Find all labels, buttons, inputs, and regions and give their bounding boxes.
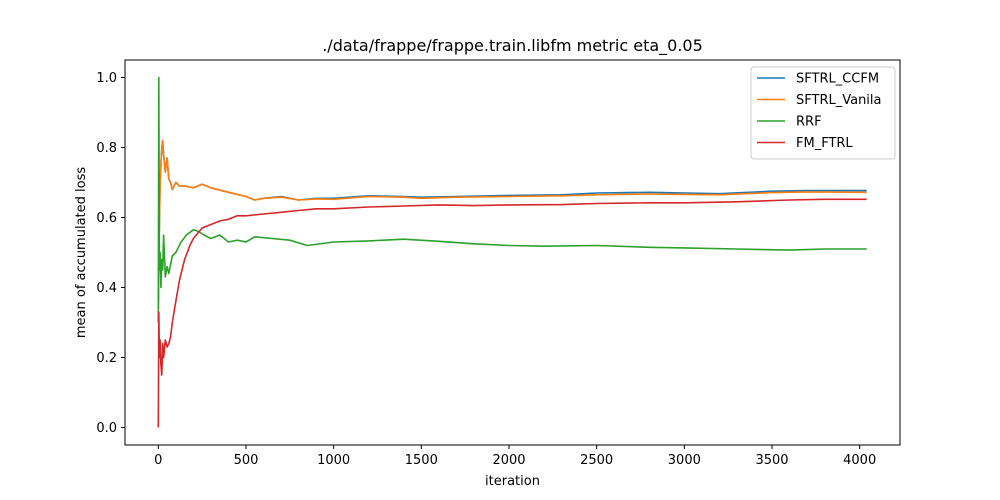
plot-area	[157, 76, 867, 428]
x-tick-label: 3000	[668, 453, 701, 468]
y-axis: 0.0 0.2 0.4 0.6 0.8 1.0	[96, 71, 125, 436]
x-axis: 0 500 1000 1500 2000 2500 3000 3500 4000	[154, 445, 876, 468]
x-axis-label: iteration	[485, 474, 540, 489]
x-tick-label: 500	[234, 453, 259, 468]
x-tick-label: 2500	[580, 453, 613, 468]
legend-box	[750, 66, 896, 160]
series-line-rrf	[157, 76, 867, 323]
legend: SFTRL_CCFM SFTRL_Vanila RRF FM_FTRL	[750, 66, 896, 160]
y-axis-label: mean of accumulated loss	[74, 167, 89, 338]
y-tick-label: 1.0	[96, 71, 117, 86]
x-tick-label: 2000	[492, 453, 525, 468]
legend-entry: FM_FTRL	[796, 136, 853, 151]
x-tick-label: 1500	[405, 453, 438, 468]
chart-title: ./data/frappe/frappe.train.libfm metric …	[322, 36, 703, 56]
legend-entry: SFTRL_CCFM	[796, 72, 879, 87]
x-tick-label: 3500	[755, 453, 788, 468]
series-line-sftrl-vanila	[157, 139, 867, 309]
legend-entry: RRF	[796, 115, 822, 130]
x-tick-label: 0	[154, 453, 162, 468]
x-tick-label: 1000	[317, 453, 350, 468]
x-tick-label: 4000	[843, 453, 876, 468]
y-tick-label: 0.0	[96, 421, 117, 436]
y-tick-label: 0.8	[96, 141, 117, 156]
series-layer	[157, 76, 867, 428]
plot-frame	[124, 59, 901, 446]
y-tick-label: 0.2	[96, 351, 117, 366]
legend-entry: SFTRL_Vanila	[796, 93, 882, 108]
y-tick-label: 0.4	[96, 281, 117, 296]
series-line-fm-ftrl	[157, 198, 867, 428]
y-tick-label: 0.6	[96, 211, 117, 226]
series-line-sftrl-ccfm	[157, 139, 867, 309]
